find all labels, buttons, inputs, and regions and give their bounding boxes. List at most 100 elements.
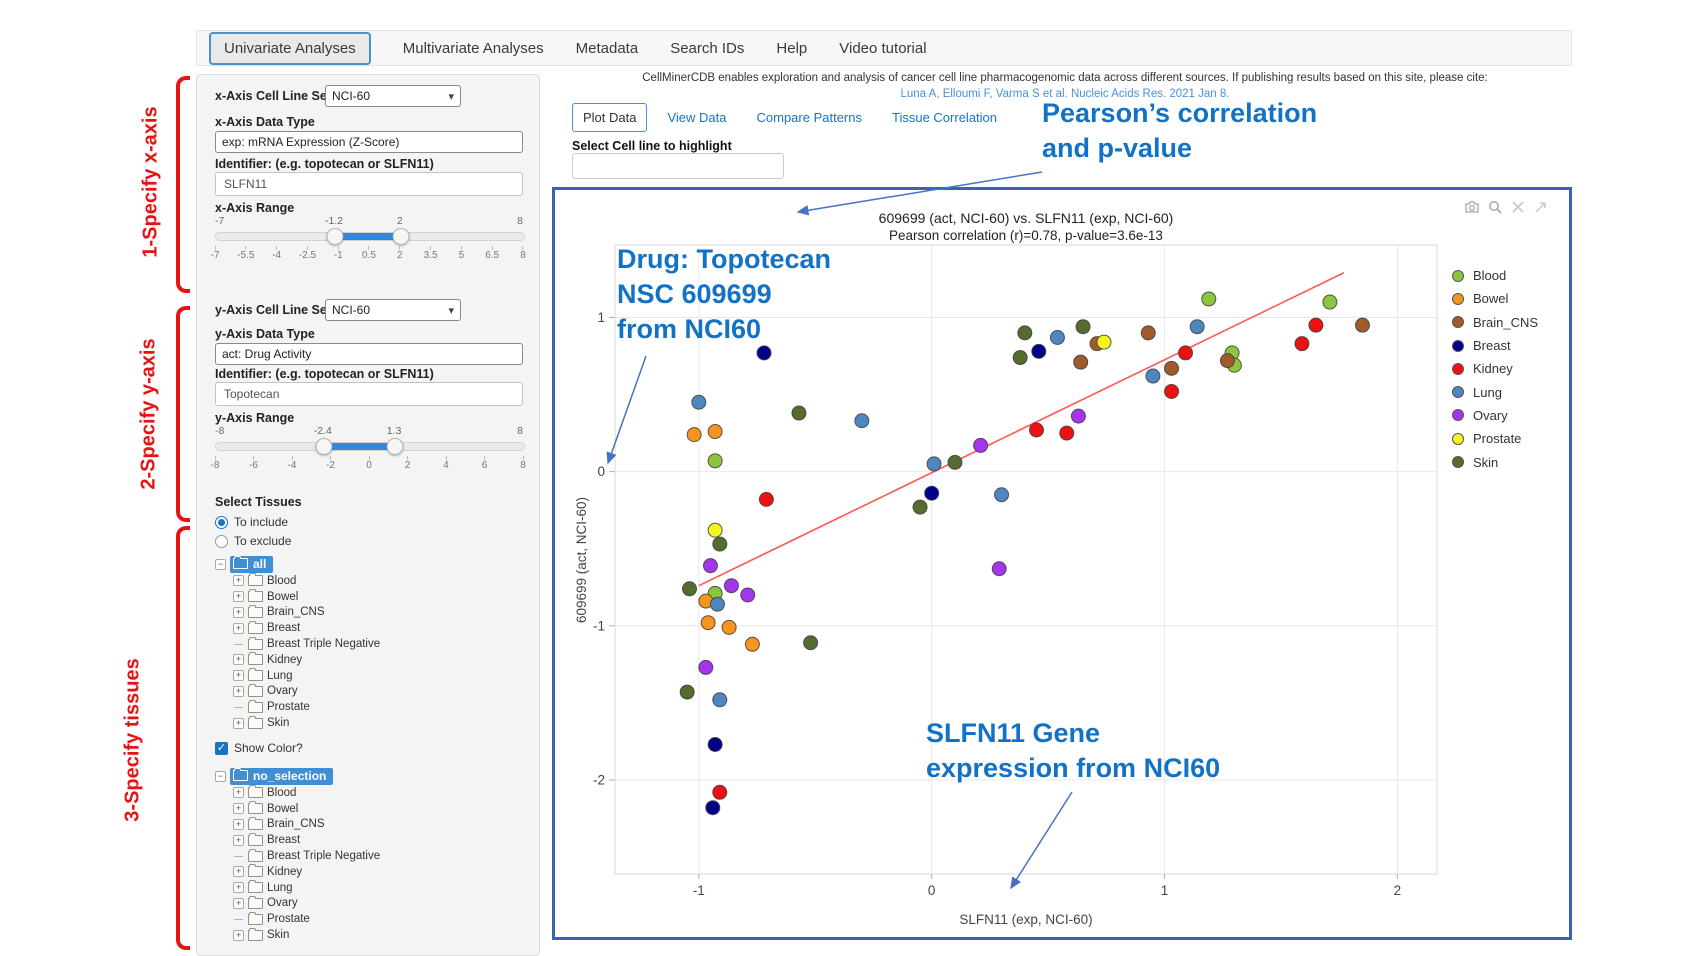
legend-item-prostate[interactable]: Prostate	[1452, 427, 1538, 450]
reset-axes-icon[interactable]	[1533, 199, 1549, 215]
tissue-color-root[interactable]: − no_selection	[215, 767, 380, 785]
legend-item-bowel[interactable]: Bowel	[1452, 287, 1538, 310]
expand-icon[interactable]: +	[233, 929, 244, 941]
tissue-color-item-prostate[interactable]: Prostate	[233, 911, 380, 927]
nav-tab-multivariate-analyses[interactable]: Multivariate Analyses	[402, 39, 544, 57]
expand-icon[interactable]: +	[233, 882, 244, 894]
tissue-include-item-blood[interactable]: + Blood	[233, 573, 380, 589]
tissue-include-item-skin[interactable]: + Skin	[233, 715, 380, 731]
tissue-include-item-prostate[interactable]: Prostate	[233, 699, 380, 715]
x-range-slider[interactable]: -7 8 -1.2 2 -7 -5.5 -4 -2.5 -1 0.5 2 3.5 5 6.5 8	[211, 215, 526, 263]
tissue-include-item-bowel[interactable]: + Bowel	[233, 589, 380, 605]
folder-icon	[248, 683, 263, 697]
legend-label: Prostate	[1473, 431, 1522, 447]
y-identifier-input[interactable]: Topotecan	[215, 382, 523, 406]
radio-to-include[interactable]: To include	[215, 515, 288, 529]
tissue-color-item-lung[interactable]: + Lung	[233, 880, 380, 896]
folder-icon	[248, 801, 263, 815]
x-data-type-select[interactable]: exp: mRNA Expression (Z-Score)	[215, 131, 523, 153]
y-range-slider-handle-2[interactable]	[386, 438, 404, 455]
tree-item-label: Brain_CNS	[267, 606, 325, 619]
legend-item-kidney[interactable]: Kidney	[1452, 357, 1538, 380]
expand-icon[interactable]: +	[233, 897, 244, 909]
expand-icon[interactable]: +	[233, 818, 244, 830]
x-identifier-input[interactable]: SLFN11	[215, 172, 523, 196]
highlight-cell-line-input[interactable]	[572, 153, 784, 179]
step1-label: 1-Specify x-axis	[139, 106, 162, 258]
tab-compare-patterns[interactable]: Compare Patterns	[756, 110, 863, 125]
show-color-checkbox[interactable]: ✓ Show Color?	[215, 741, 303, 755]
radio-to-exclude[interactable]: To exclude	[215, 534, 291, 548]
tissue-color-item-breast[interactable]: + Breast	[233, 832, 380, 848]
x-range-slider-handle-2[interactable]	[392, 228, 410, 245]
legend-label: Bowel	[1473, 291, 1509, 307]
legend-item-lung[interactable]: Lung	[1452, 380, 1538, 403]
expand-icon[interactable]: +	[233, 575, 244, 587]
pan-icon[interactable]	[1510, 199, 1526, 215]
collapse-icon[interactable]: −	[215, 770, 226, 782]
tissue-color-item-skin[interactable]: + Skin	[233, 927, 380, 943]
tissue-include-item-breast-triple-negative[interactable]: Breast Triple Negative	[233, 636, 380, 652]
tissue-color-item-blood[interactable]: + Blood	[233, 785, 380, 801]
tab-view-data[interactable]: View Data	[667, 110, 727, 125]
expand-icon[interactable]: +	[233, 622, 244, 634]
chevron-down-icon: ▾	[448, 90, 454, 103]
tissue-include-item-lung[interactable]: + Lung	[233, 668, 380, 684]
legend-label: Brain_CNS	[1473, 314, 1539, 330]
expand-icon[interactable]: +	[233, 606, 244, 618]
nav-tab-metadata[interactable]: Metadata	[575, 39, 639, 57]
legend-label: Ovary	[1473, 407, 1508, 423]
zoom-icon[interactable]	[1487, 199, 1503, 215]
x-range-slider-track[interactable]	[215, 228, 525, 245]
expand-icon[interactable]: +	[233, 787, 244, 799]
y-range-slider-handle-1[interactable]	[315, 438, 333, 455]
tissue-include-item-brain-cns[interactable]: + Brain_CNS	[233, 604, 380, 621]
folder-icon	[248, 604, 263, 618]
legend-label: Lung	[1473, 384, 1502, 400]
tissue-color-item-brain-cns[interactable]: + Brain_CNS	[233, 816, 380, 833]
pearson-callout-line1: Pearson’s correlation	[1042, 98, 1318, 128]
expand-icon[interactable]: +	[233, 866, 244, 878]
expand-icon[interactable]: +	[233, 803, 244, 815]
nav-tab-search-ids[interactable]: Search IDs	[670, 39, 745, 57]
x-cell-line-set-select[interactable]: NCI-60 ▾	[325, 85, 461, 107]
tissue-include-item-kidney[interactable]: + Kidney	[233, 652, 380, 668]
expand-icon[interactable]: +	[233, 834, 244, 846]
tissue-include-root[interactable]: − all	[215, 555, 380, 573]
nav-tab-video-tutorial[interactable]: Video tutorial	[839, 39, 927, 57]
tab-plot-data[interactable]: Plot Data	[572, 103, 648, 132]
nav-tab-help[interactable]: Help	[776, 39, 808, 57]
y-data-type-select[interactable]: act: Drug Activity	[215, 343, 523, 365]
legend-item-breast[interactable]: Breast	[1452, 334, 1538, 357]
camera-icon[interactable]	[1464, 199, 1480, 215]
legend-item-skin[interactable]: Skin	[1452, 450, 1538, 473]
tissue-color-item-ovary[interactable]: + Ovary	[233, 895, 380, 912]
y-range-slider[interactable]: -8 8 -2.4 1.3 -8 -6 -4 -2 0 2 4 6 8	[211, 425, 526, 473]
citation-link[interactable]: Luna A, Elloumi F, Varma S et al. Nuclei…	[900, 88, 1230, 100]
legend-item-blood[interactable]: Blood	[1452, 264, 1538, 287]
tissue-include-item-ovary[interactable]: + Ovary	[233, 683, 380, 700]
legend-item-ovary[interactable]: Ovary	[1452, 404, 1538, 427]
legend-item-brain-cns[interactable]: Brain_CNS	[1452, 311, 1538, 334]
expand-icon[interactable]: +	[233, 654, 244, 666]
folder-icon	[248, 636, 263, 650]
collapse-icon[interactable]: −	[215, 558, 226, 570]
tissue-include-item-breast[interactable]: + Breast	[233, 620, 380, 636]
y-range-slider-track[interactable]	[215, 438, 525, 455]
x-range-slider-handle-1[interactable]	[326, 228, 344, 245]
nav-tab-univariate-analyses[interactable]: Univariate Analyses	[209, 31, 371, 65]
radio-exclude-label: To exclude	[234, 534, 292, 548]
legend-label: Kidney	[1473, 361, 1513, 377]
expand-icon[interactable]: +	[233, 591, 244, 603]
y-cell-line-set-value: NCI-60	[332, 303, 371, 317]
y-cell-line-set-select[interactable]: NCI-60 ▾	[325, 299, 461, 321]
y-range-slider-ticks: -8 -6 -4 -2 0 2 4 6 8	[211, 456, 526, 471]
highlight-cell-line-label: Select Cell line to highlight	[572, 139, 732, 153]
tissue-color-item-breast-triple-negative[interactable]: Breast Triple Negative	[233, 848, 380, 864]
expand-icon[interactable]: +	[233, 685, 244, 697]
expand-icon[interactable]: +	[233, 670, 244, 682]
expand-icon[interactable]: +	[233, 717, 244, 729]
tissue-color-item-kidney[interactable]: + Kidney	[233, 864, 380, 880]
tab-tissue-correlation[interactable]: Tissue Correlation	[892, 110, 998, 125]
tissue-color-item-bowel[interactable]: + Bowel	[233, 801, 380, 817]
